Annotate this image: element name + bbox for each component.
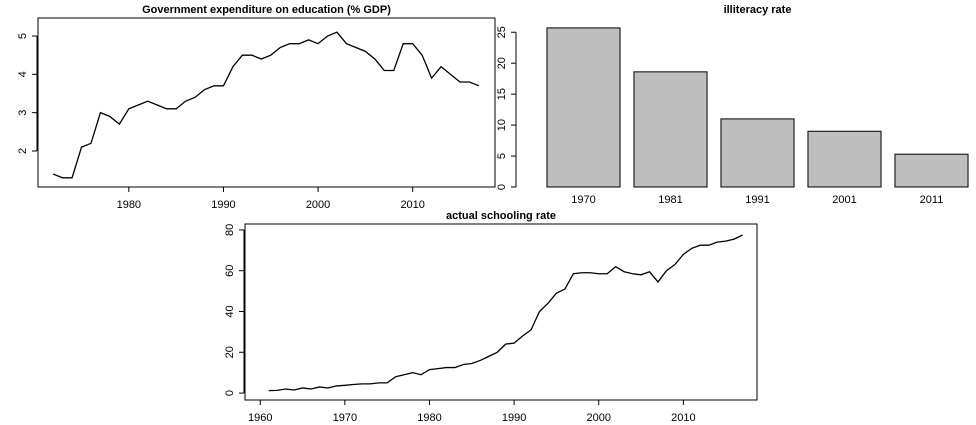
y-tick-label: 5 [17,33,29,39]
y-tick-label: 10 [496,119,508,131]
x-tick-label: 1980 [417,412,441,424]
y-tick-label: 0 [496,184,508,190]
y-tick-label: 40 [224,305,236,317]
bar [633,71,708,188]
y-tick-label: 25 [496,26,508,38]
chart-title: actual schooling rate [446,210,556,222]
x-tick-label: 2010 [671,412,695,424]
y-tick-label: 15 [496,88,508,100]
y-tick-label: 60 [224,265,236,277]
x-tick-label: 1970 [333,412,357,424]
chart-title: illiteracy rate [724,4,792,16]
bar [720,118,795,188]
y-tick-label: 20 [224,346,236,358]
x-tick-label: 2000 [587,412,611,424]
x-tick-label: 1970 [571,194,595,206]
y-tick-label: 20 [496,57,508,69]
bar [546,27,621,188]
x-tick-label: 2001 [832,194,856,206]
bar [807,130,882,188]
x-tick-label: 2011 [920,194,944,206]
x-tick-label: 1990 [502,412,526,424]
data-line [268,234,743,392]
y-tick-label: 5 [496,153,508,159]
y-tick-label: 2 [17,148,29,154]
y-tick-label: 3 [17,110,29,116]
x-tick-label: 2010 [400,199,424,211]
data-line [52,31,480,179]
x-tick-label: 1980 [117,199,141,211]
plot-frame [37,17,496,188]
bar [894,153,969,188]
y-tick-label: 4 [17,71,29,77]
y-tick-label: 0 [224,390,236,396]
chart-title: Government expenditure on education (% G… [142,4,391,16]
x-tick-label: 1981 [658,194,682,206]
x-tick-label: 1990 [211,199,235,211]
y-tick-label: 80 [224,224,236,236]
x-tick-label: 1991 [745,194,769,206]
x-tick-label: 2000 [306,199,330,211]
plot-frame [244,223,758,401]
x-tick-label: 1960 [248,412,272,424]
